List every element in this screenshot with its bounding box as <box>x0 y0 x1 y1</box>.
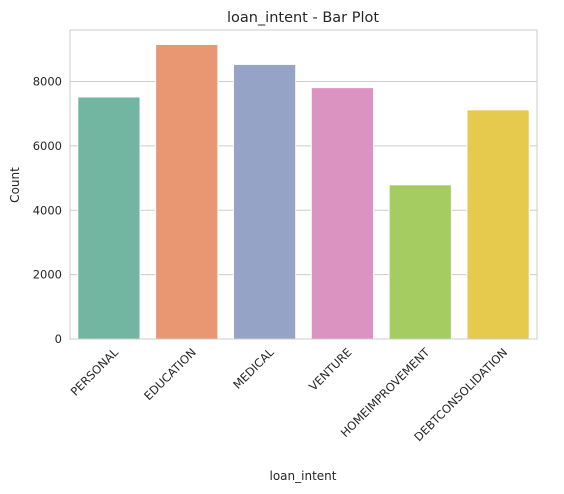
x-axis-label: loan_intent <box>270 469 337 483</box>
bar-debtconsolidation <box>466 109 530 340</box>
y-tick-labels: 0 2000 4000 6000 8000 <box>33 75 62 347</box>
y-axis-label: Count <box>8 167 22 203</box>
bar-venture <box>310 87 375 340</box>
y-tick-label: 4000 <box>33 203 62 217</box>
y-tick-label: 0 <box>55 332 62 346</box>
bar-personal <box>77 96 141 340</box>
chart-title: loan_intent - Bar Plot <box>227 10 379 26</box>
y-tick-label: 6000 <box>33 139 62 153</box>
bar-medical <box>232 63 297 340</box>
bar-education <box>155 43 219 340</box>
y-tick-label: 8000 <box>33 75 62 89</box>
bar-layer <box>77 43 530 340</box>
y-tick-label: 2000 <box>33 268 62 282</box>
bar-homeimprovement <box>388 184 452 340</box>
plot-frame <box>69 29 538 340</box>
